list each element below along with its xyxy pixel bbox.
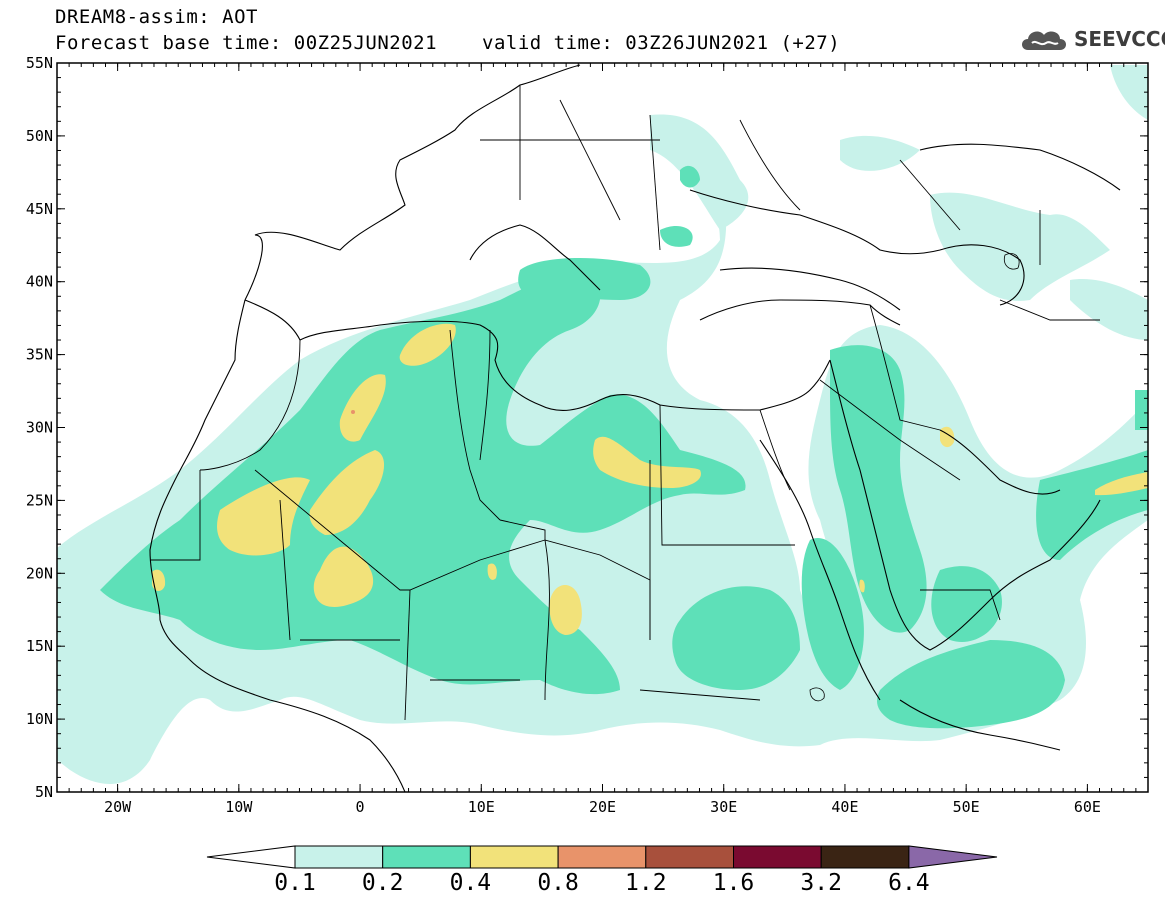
lat-label: 25N: [26, 491, 53, 509]
colorbar: [206, 845, 998, 869]
lon-label: 30E: [710, 798, 737, 816]
lon-label: 0: [356, 798, 365, 816]
lon-label: 50E: [953, 798, 980, 816]
colorbar-level-label: 0.2: [361, 870, 404, 896]
seevccc-logo: SEEVCCC: [1018, 24, 1165, 56]
colorbar-segment: [382, 845, 471, 869]
lon-label: 10W: [225, 798, 253, 816]
aot-level-3: [152, 323, 1148, 635]
colorbar-arrow-high: [908, 845, 998, 869]
lon-label: 60E: [1074, 798, 1101, 816]
lon-label: 20W: [104, 798, 132, 816]
lake-outlines: [809, 253, 1020, 702]
colorbar-arrow-low: [206, 845, 296, 869]
colorbar-segment: [469, 845, 559, 869]
colorbar-segment: [820, 845, 910, 869]
aot-level-4: [351, 410, 355, 414]
lat-label: 15N: [26, 637, 53, 655]
lat-label: 10N: [26, 710, 53, 728]
lat-label: 30N: [26, 419, 53, 437]
coastlines: [149, 64, 1121, 792]
lon-label: 20E: [589, 798, 616, 816]
colorbar-level-label: 0.1: [274, 870, 316, 896]
colorbar-level-label: 3.2: [800, 870, 842, 896]
colorbar-level-label: 0.8: [537, 870, 579, 896]
lat-labels: 55N 50N 45N 40N 35N 30N 25N 20N 15N 10N 5N: [26, 54, 53, 801]
lat-label: 5N: [35, 783, 53, 801]
colorbar-level-label: 6.4: [888, 870, 930, 896]
lat-label: 20N: [26, 564, 53, 582]
lat-label: 45N: [26, 200, 53, 218]
lat-label: 55N: [26, 54, 53, 72]
lon-label: 40E: [831, 798, 858, 816]
logo-text: SEEVCCC: [1074, 27, 1165, 51]
colorbar-segment: [733, 845, 822, 869]
lat-axis: [57, 62, 1148, 793]
colorbar-segment: [645, 845, 734, 869]
lon-label: 10E: [468, 798, 495, 816]
lon-axis: [56, 63, 1149, 792]
cloud-logo-icon: [1022, 31, 1066, 50]
colorbar-level-label: 1.2: [625, 870, 667, 896]
colorbar-segment: [294, 845, 384, 869]
lat-label: 35N: [26, 346, 53, 364]
valid-time: valid time: 03Z26JUN2021 (+27): [482, 32, 841, 54]
colorbar-segment: [557, 845, 647, 869]
lat-label: 50N: [26, 127, 53, 145]
lat-label: 40N: [26, 273, 53, 291]
aot-level-2: [100, 165, 1148, 729]
chart-title: DREAM8-assim: AOT: [55, 6, 258, 28]
lon-labels: 20W 10W 0 10E 20E 30E 40E 50E 60E: [104, 798, 1101, 816]
forecast-base-time: Forecast base time: 00Z25JUN2021: [55, 32, 438, 54]
country-borders: [150, 85, 1100, 721]
colorbar-level-label: 0.4: [449, 870, 492, 896]
colorbar-level-label: 1.6: [712, 870, 755, 896]
